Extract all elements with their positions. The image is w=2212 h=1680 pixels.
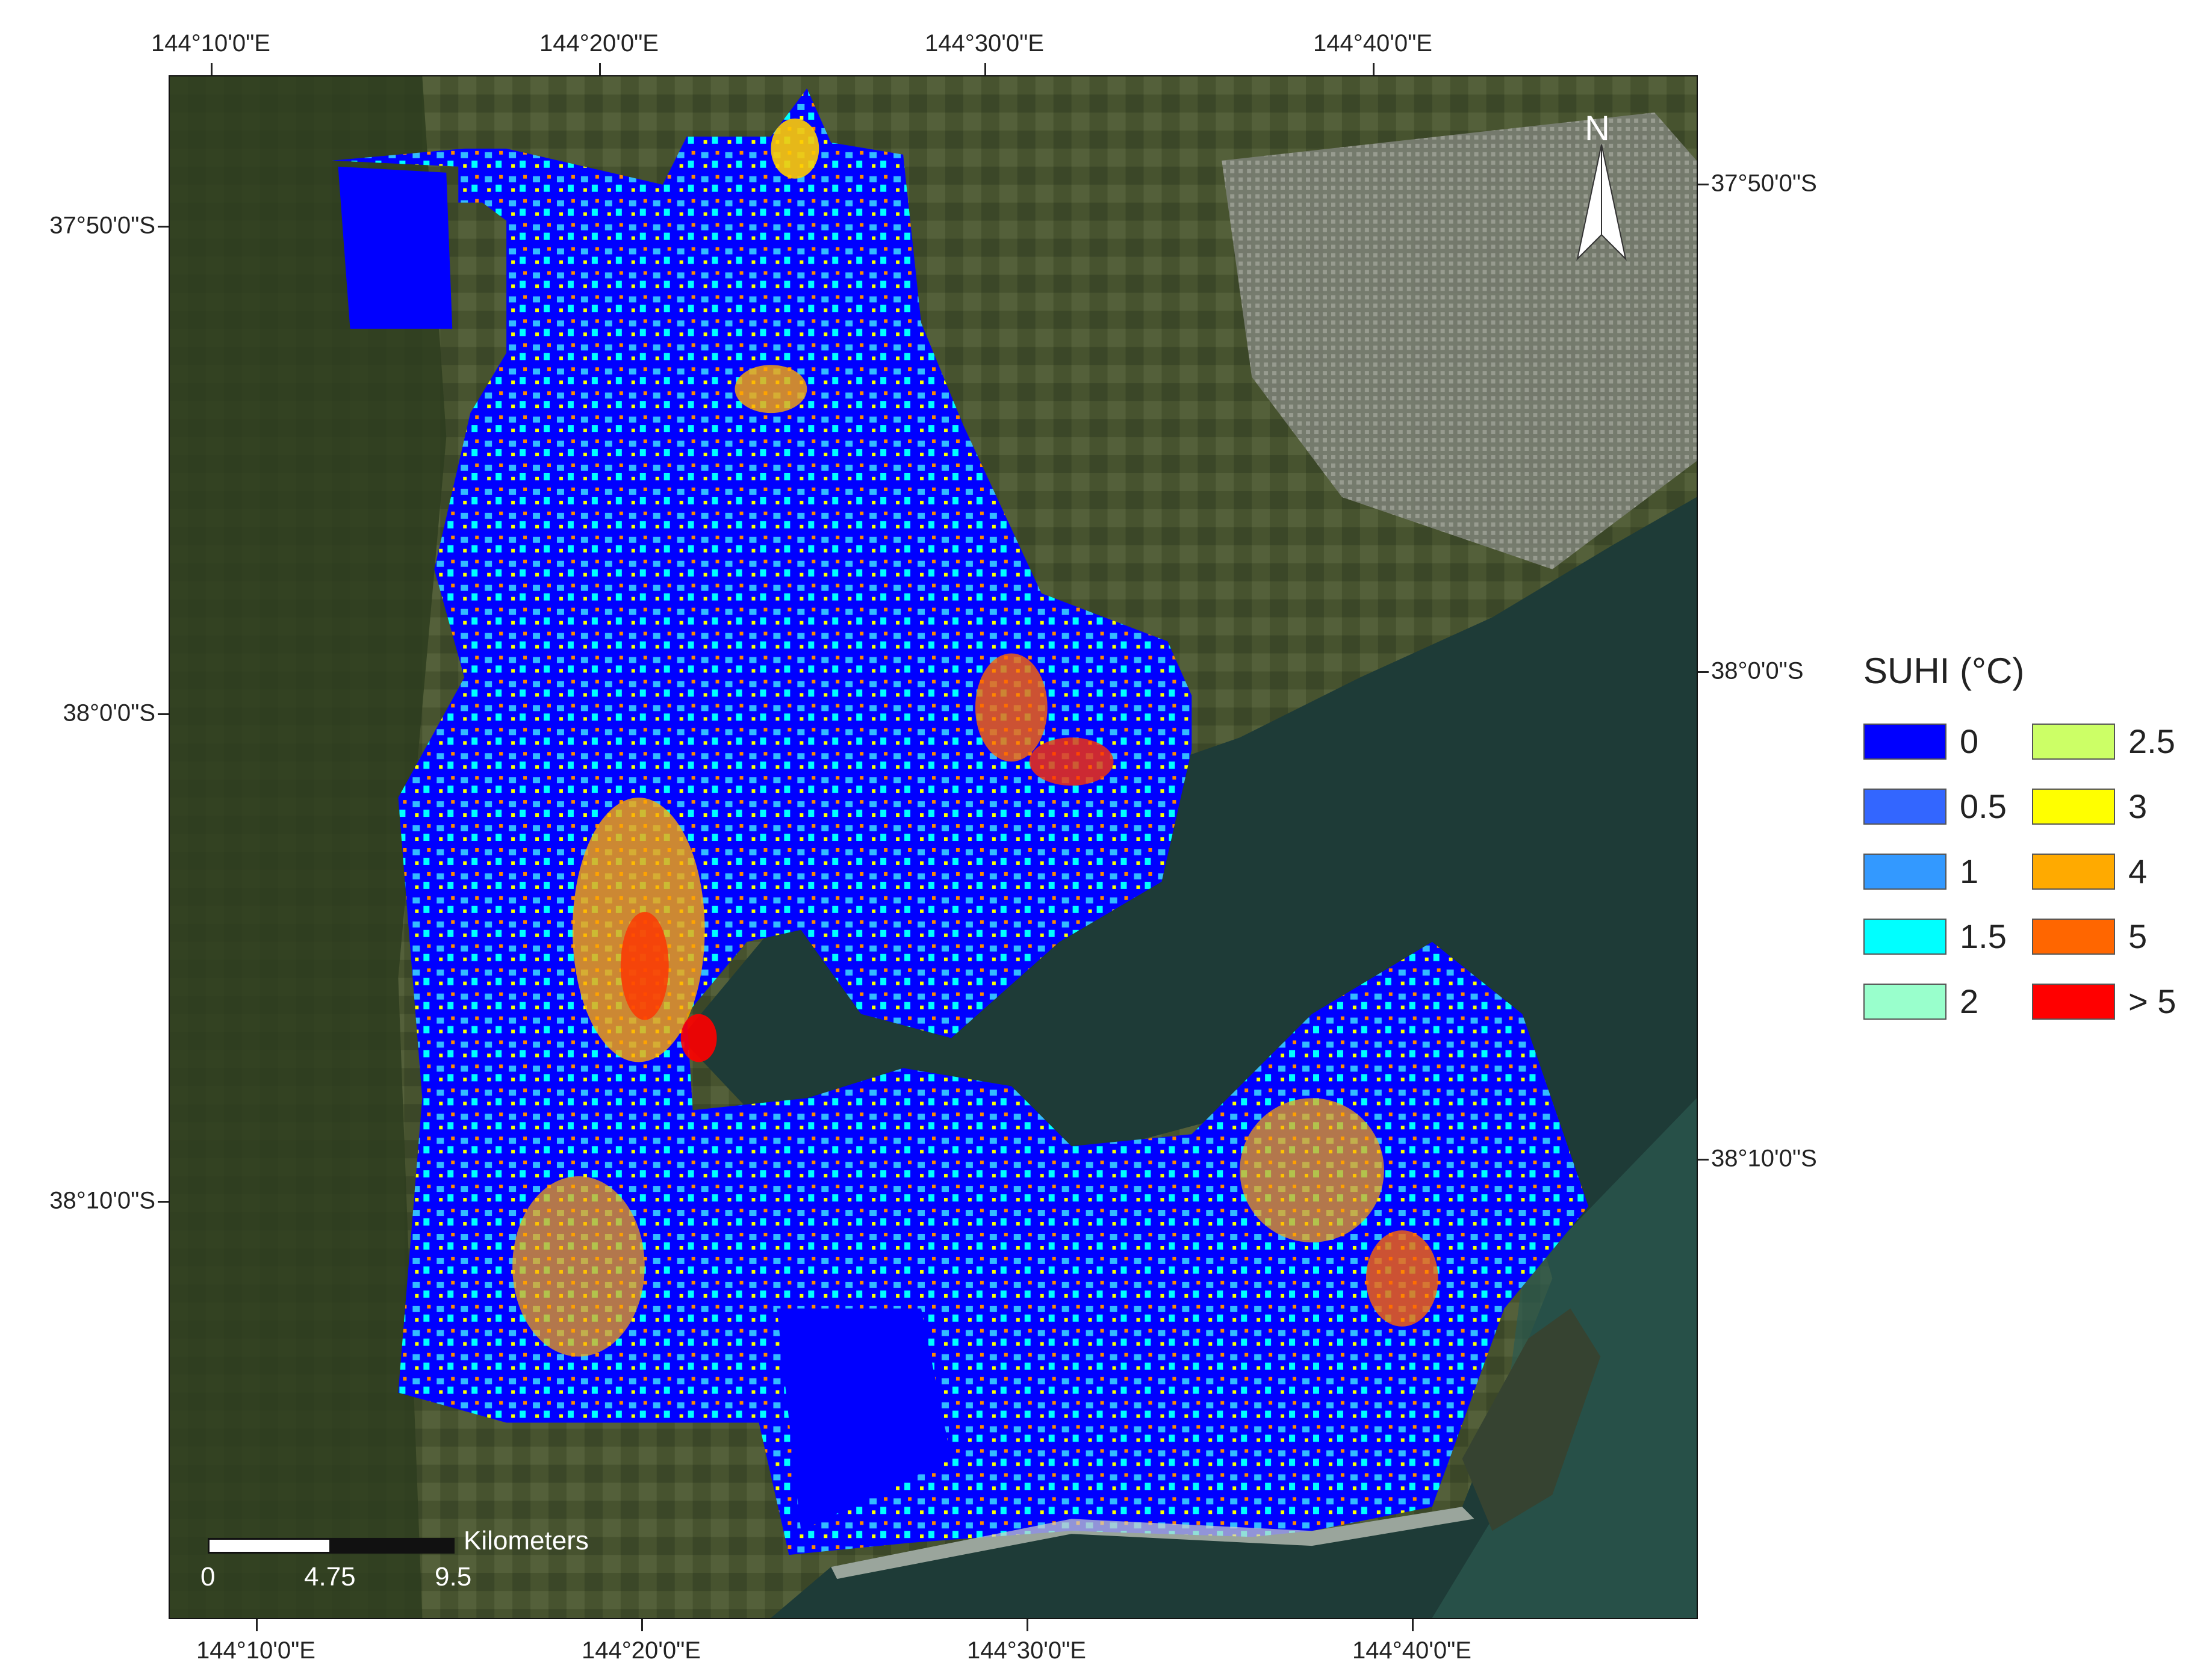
peninsula xyxy=(1462,1308,1601,1531)
bottom-tick-2: 144°20'0"E xyxy=(582,1637,701,1664)
right-tick-1: 37°50'0"S xyxy=(1711,170,1817,197)
legend-label: 3 xyxy=(2128,787,2148,825)
legend-swatch xyxy=(1863,853,1946,890)
legend-label: 0 xyxy=(1960,722,1979,760)
bottom-tick-3: 144°30'0"E xyxy=(967,1637,1086,1664)
scale-unit: Kilometers xyxy=(464,1526,589,1555)
hotspot-10 xyxy=(771,118,819,179)
north-letter: N xyxy=(1585,109,1610,148)
north-arrow-icon xyxy=(1576,144,1627,261)
top-tick-3: 144°30'0"E xyxy=(925,30,1044,57)
legend-swatch xyxy=(2032,853,2115,890)
scale-label-2: 9.5 xyxy=(435,1562,472,1592)
legend-label: 4 xyxy=(2128,852,2148,890)
coastline-beach xyxy=(831,1507,1474,1579)
legend-item-9: > 5 xyxy=(2032,982,2176,1021)
map-canvas[interactable] xyxy=(170,76,1697,1618)
legend-item-6: 3 xyxy=(2032,787,2147,826)
legend-label: 0.5 xyxy=(1960,787,2007,825)
hotspot-3 xyxy=(975,653,1048,762)
legend-swatch xyxy=(1863,788,1946,825)
legend-item-1: 0.5 xyxy=(1863,787,2007,826)
legend-item-4: 2 xyxy=(1863,982,1978,1021)
legend-item-2: 1 xyxy=(1863,852,1978,891)
legend-swatch xyxy=(1863,918,1946,955)
hotspot-2 xyxy=(620,911,669,1020)
urban-area xyxy=(1222,112,1697,569)
left-tick-2: 38°0'0"S xyxy=(63,699,156,727)
left-tick-3: 38°10'0"S xyxy=(49,1187,155,1214)
hotspot-4 xyxy=(1029,737,1114,786)
bay-water xyxy=(680,497,1697,1618)
legend-swatch xyxy=(2032,918,2115,955)
legend-item-5: 2.5 xyxy=(2032,722,2175,761)
right-tick-2: 38°0'0"S xyxy=(1711,657,1804,684)
legend-swatch xyxy=(2032,788,2115,825)
bottom-tick-1: 144°10'0"E xyxy=(196,1637,315,1664)
hotspot-7 xyxy=(512,1176,645,1357)
hotspot-6 xyxy=(1365,1230,1438,1327)
legend-label: 2.5 xyxy=(2128,722,2175,760)
legend-swatch xyxy=(1863,983,1946,1020)
legend-item-3: 1.5 xyxy=(1863,917,2007,956)
right-tick-3: 38°10'0"S xyxy=(1711,1145,1817,1172)
legend-swatch xyxy=(1863,723,1946,760)
forest-region xyxy=(170,76,447,1618)
bottom-tick-4: 144°40'0"E xyxy=(1352,1637,1471,1664)
legend-swatch xyxy=(2032,723,2115,760)
top-tick-2: 144°20'0"E xyxy=(539,30,659,57)
legend-label: 2 xyxy=(1960,982,1979,1020)
scale-label-0: 0 xyxy=(200,1562,216,1592)
legend-label: 1 xyxy=(1960,852,1979,890)
scale-label-1: 4.75 xyxy=(304,1562,356,1592)
hotspot-5 xyxy=(1240,1098,1384,1242)
suhi-blue-south xyxy=(777,1308,951,1531)
legend: SUHI (°C) 0 0.5 1 1.5 2 2.5 3 xyxy=(1863,650,2201,1020)
legend-item-8: 5 xyxy=(2032,917,2147,956)
legend-item-0: 0 xyxy=(1863,722,1978,761)
legend-title: SUHI (°C) xyxy=(1863,651,2025,691)
hotspot-8 xyxy=(680,1014,717,1062)
legend-label: > 5 xyxy=(2128,982,2176,1020)
suhi-blue-core xyxy=(338,166,453,329)
legend-item-7: 4 xyxy=(2032,852,2147,891)
top-tick-1: 144°10'0"E xyxy=(151,30,270,57)
map-frame[interactable] xyxy=(169,75,1698,1619)
top-tick-4: 144°40'0"E xyxy=(1313,30,1432,57)
hotspot-9 xyxy=(735,365,807,414)
legend-label: 1.5 xyxy=(1960,917,2007,955)
legend-label: 5 xyxy=(2128,917,2148,955)
left-tick-1: 37°50'0"S xyxy=(49,212,155,239)
legend-swatch xyxy=(2032,983,2115,1020)
